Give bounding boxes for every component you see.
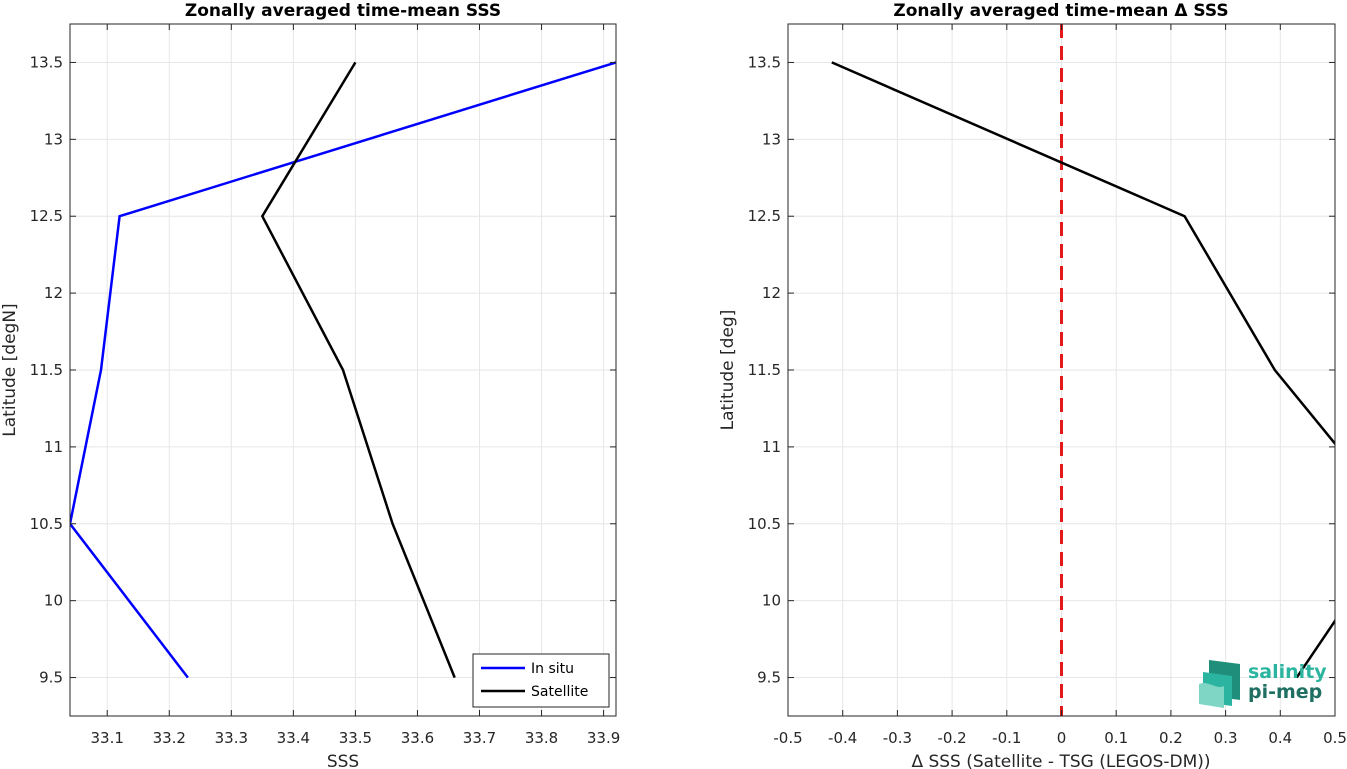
y-tick-label: 12.5 [30,207,63,225]
x-tick-label: 0.1 [1104,729,1128,747]
legend-box [472,653,610,708]
y-tick-label: 9.5 [39,669,63,687]
y-tick-label: 13.5 [30,53,63,71]
right-series-layer [831,24,1335,716]
x-tick-label: 33.1 [91,729,124,747]
right-panel: -0.5 -0.4 -0.3 -0.2 -0.1 0 0.1 0.2 0.3 0.4 0.5 9.5 1… [718,1,1347,769]
y-tick-label: 11 [44,438,63,456]
legend: In situ Satellite [472,653,610,708]
x-tick-label: 33.8 [525,729,558,747]
legend-label-satellite: Satellite [531,684,588,700]
y-tick-label: 12 [762,284,781,302]
y-tick-label: 10 [762,592,781,610]
left-panel: 33.1 33.2 33.3 33.4 33.5 33.6 33.7 33.8 33.9 9.5 1… [0,1,620,769]
logo-text-pi-mep: pi-mep [1248,681,1322,703]
left-ticks: 33.1 33.2 33.3 33.4 33.5 33.6 33.7 33.8 33.9 9.5 1… [30,24,620,747]
y-tick-label: 11.5 [30,361,63,379]
legend-label-in-situ: In situ [531,661,574,677]
x-tick-label: 0.5 [1323,729,1347,747]
right-x-axis-label: Δ SSS (Satellite - TSG (LEGOS-DM)) [911,752,1210,769]
y-tick-label: 12.5 [748,207,781,225]
y-tick-label: 11.5 [748,361,781,379]
y-tick-label: 10.5 [748,515,781,533]
x-tick-label: 33.9 [587,729,620,747]
x-tick-label: 0.3 [1214,729,1238,747]
y-tick-label: 10 [44,592,63,610]
y-tick-label: 9.5 [757,669,781,687]
delta-sss-series-line [831,61,1335,679]
x-tick-label: 33.3 [215,729,248,747]
in-situ-series-line [70,61,616,679]
y-tick-label: 13.5 [748,53,781,71]
satellite-series-line [260,61,456,679]
salinity-pi-mep-logo: salinity pi-mep [1199,660,1327,708]
x-tick-label: 33.5 [339,729,372,747]
x-tick-label: -0.5 [773,729,802,747]
x-tick-label: -0.4 [828,729,857,747]
y-tick-label: 13 [762,130,781,148]
y-tick-label: 13 [44,130,63,148]
x-tick-label: 33.2 [153,729,186,747]
x-tick-label: 33.7 [463,729,496,747]
logo-text-salinity: salinity [1248,661,1327,683]
right-y-axis-label: Latitude [deg] [718,310,738,431]
y-tick-label: 10.5 [30,515,63,533]
y-tick-label: 12 [44,284,63,302]
x-tick-label: 0.4 [1268,729,1292,747]
x-tick-label: 33.4 [277,729,310,747]
y-tick-label: 11 [762,438,781,456]
x-tick-label: 0 [1057,729,1067,747]
x-tick-label: 33.6 [401,729,434,747]
left-y-axis-label: Latitude [degN] [0,303,20,436]
x-tick-label: -0.3 [883,729,912,747]
left-series-layer [70,61,616,679]
left-x-axis-label: SSS [327,752,359,769]
left-chart-title: Zonally averaged time-mean SSS [185,1,501,21]
wave-icon [1199,660,1240,708]
right-ticks: -0.5 -0.4 -0.3 -0.2 -0.1 0 0.1 0.2 0.3 0.4 0.5 9.5 1… [748,24,1347,747]
x-tick-label: -0.2 [937,729,966,747]
x-tick-label: -0.1 [992,729,1021,747]
right-chart-title: Zonally averaged time-mean Δ SSS [893,1,1228,21]
x-tick-label: 0.2 [1159,729,1183,747]
